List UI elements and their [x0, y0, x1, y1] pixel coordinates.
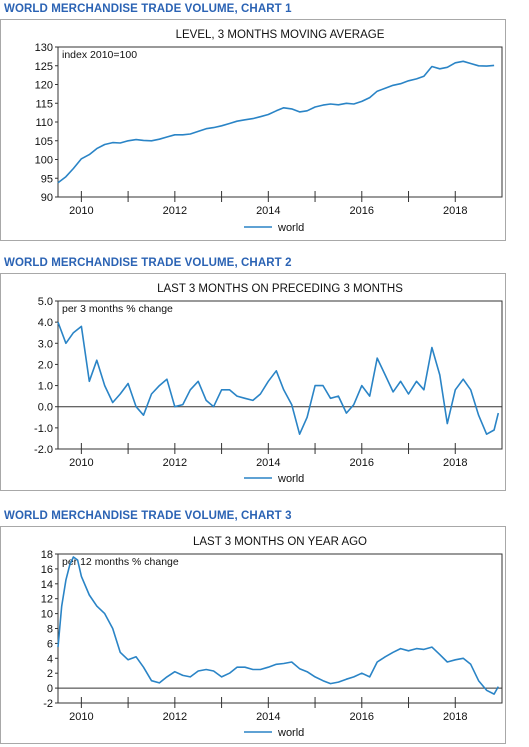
y-tick-label: 16 [41, 564, 53, 576]
plot-frame [57, 46, 503, 198]
y-tick-label: 2 [47, 668, 53, 680]
plot-frame [57, 300, 503, 450]
y-tick-label: 130 [35, 42, 53, 54]
chart-3-svg: LAST 3 MONTHS ON YEAR AGO181614121086420… [41, 536, 503, 739]
x-tick-label: 2018 [443, 457, 467, 469]
y-tick-label: 95 [41, 173, 53, 185]
plot-frame [57, 553, 503, 704]
x-tick-label: 2016 [350, 711, 374, 723]
y-tick-label: -2.0 [34, 444, 53, 456]
y-tick-label: 125 [35, 61, 53, 73]
y-tick-label: 1.0 [38, 381, 53, 393]
y-tick-label: 2.0 [38, 359, 53, 371]
series-line-world [57, 321, 500, 435]
series-line-world [57, 556, 499, 695]
legend-label: world [277, 222, 304, 234]
x-tick-label: 2014 [256, 711, 280, 723]
x-tick-label: 2010 [69, 205, 93, 217]
x-tick-label: 2018 [443, 205, 467, 217]
x-tick-label: 2010 [69, 457, 93, 469]
y-tick-label: 110 [35, 117, 53, 129]
y-axis-label: per 12 months % change [62, 556, 179, 568]
y-tick-label: 18 [41, 549, 53, 561]
x-tick-label: 2012 [163, 711, 187, 723]
chart-1-heading: WORLD MERCHANDISE TRADE VOLUME, CHART 1 [4, 3, 292, 15]
y-tick-label: 115 [35, 98, 53, 110]
y-tick-label: 10 [41, 609, 53, 621]
chart-2-panel: LAST 3 MONTHS ON PRECEDING 3 MONTHS 5.0 4.… [0, 273, 506, 491]
y-tick-label: 3.0 [38, 338, 53, 350]
y-tick-label: 8 [47, 624, 53, 636]
y-tick-label: 100 [35, 155, 53, 167]
chart-3-heading: WORLD MERCHANDISE TRADE VOLUME, CHART 3 [4, 510, 292, 522]
y-tick-label: 5.0 [38, 296, 53, 308]
x-tick-label: 2016 [350, 457, 374, 469]
chart-1-panel: LEVEL, 3 MONTHS MOVING AVERAGE 90 95 100 105… [0, 19, 506, 241]
chart-title: LEVEL, 3 MONTHS MOVING AVERAGE [176, 29, 385, 41]
y-tick-label: 105 [35, 136, 53, 148]
y-tick-label: 4 [47, 653, 53, 665]
chart-2-svg: LAST 3 MONTHS ON PRECEDING 3 MONTHS 5.0 4.… [34, 283, 503, 485]
x-tick-label: 2014 [256, 205, 280, 217]
chart-2-heading: WORLD MERCHANDISE TRADE VOLUME, CHART 2 [4, 257, 292, 269]
y-tick-label: 0.0 [38, 402, 53, 414]
y-tick-label: 0 [47, 683, 53, 695]
y-tick-label: -2 [43, 698, 53, 710]
chart-title: LAST 3 MONTHS ON YEAR AGO [193, 536, 367, 548]
y-axis-label: per 3 months % change [62, 303, 173, 315]
y-tick-label: 120 [35, 80, 53, 92]
legend-label: world [277, 727, 304, 739]
x-tick-label: 2014 [256, 457, 280, 469]
y-tick-label: 90 [41, 192, 53, 204]
y-tick-label: 14 [41, 579, 53, 591]
x-tick-label: 2018 [443, 711, 467, 723]
y-axis-label: index 2010=100 [62, 49, 137, 61]
x-tick-label: 2016 [350, 205, 374, 217]
x-tick-label: 2012 [163, 457, 187, 469]
chart-title: LAST 3 MONTHS ON PRECEDING 3 MONTHS [157, 283, 403, 295]
legend-label: world [277, 473, 304, 485]
series-line-world [57, 60, 495, 184]
chart-1-svg: LEVEL, 3 MONTHS MOVING AVERAGE 90 95 100 105… [35, 29, 503, 234]
y-tick-label: -1.0 [34, 423, 53, 435]
y-tick-label: 4.0 [38, 317, 53, 329]
chart-3-panel: LAST 3 MONTHS ON YEAR AGO 18 16 14 12 10 8 6 4 2 0… [0, 526, 506, 744]
x-tick-label: 2010 [69, 711, 93, 723]
x-tick-label: 2012 [163, 205, 187, 217]
y-tick-label: 6 [47, 638, 53, 650]
y-tick-label: 12 [41, 594, 53, 606]
